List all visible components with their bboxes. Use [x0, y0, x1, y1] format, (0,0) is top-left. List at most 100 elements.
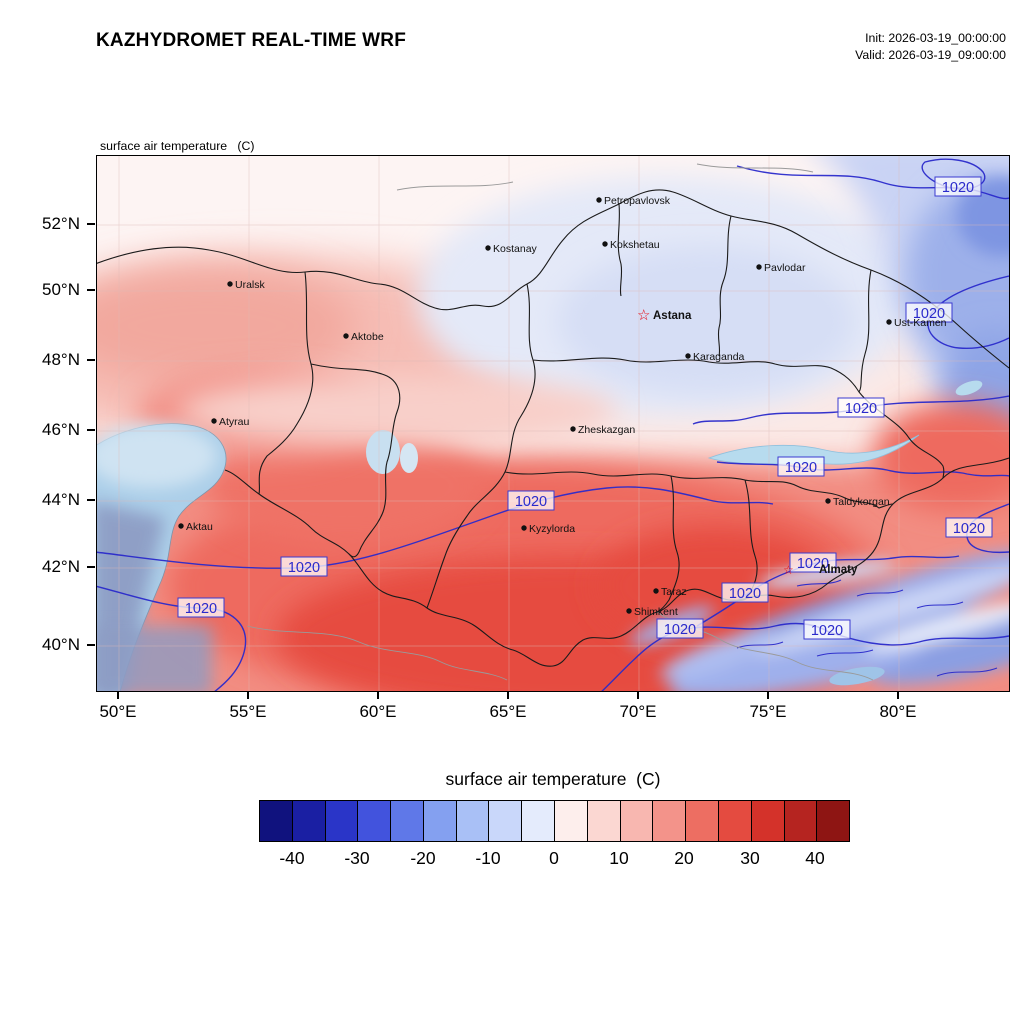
- lon-axis-label: 50°E: [99, 702, 137, 721]
- svg-text:1020: 1020: [845, 401, 877, 417]
- y-axis-tick: [87, 223, 95, 225]
- colorbar-cell: [489, 801, 523, 841]
- pressure-label: 1020: [789, 552, 837, 573]
- colorbar-cell: [260, 801, 293, 841]
- lat-axis-label: 40°N: [42, 635, 80, 654]
- lon-axis-label: 75°E: [749, 702, 787, 721]
- colorbar-cell: [358, 801, 392, 841]
- pressure-label: 1020: [837, 397, 885, 418]
- x-axis-tick: [767, 691, 769, 699]
- pressure-label: 1020: [934, 176, 982, 197]
- city-label: Aktobe: [351, 331, 384, 343]
- city-label: Aktau: [186, 521, 213, 533]
- pressure-label: 1020: [803, 619, 851, 640]
- map-canvas: 1020 1020 1020 1020 1020 1020 1020 1020 …: [97, 156, 1009, 691]
- pressure-label: 1020: [280, 556, 328, 577]
- capital-star-icon: ☆: [637, 307, 650, 324]
- city-marker: Aktobe: [343, 331, 384, 343]
- colorbar-cell: [784, 801, 818, 841]
- colorbar-cell: [325, 801, 359, 841]
- city-marker: Pavlodar: [756, 262, 806, 274]
- svg-text:1020: 1020: [942, 180, 974, 196]
- y-axis-tick: [87, 566, 95, 568]
- pressure-label: 1020: [177, 597, 225, 618]
- svg-text:1020: 1020: [515, 494, 547, 510]
- colorbar-cell: [391, 801, 424, 841]
- y-axis-tick: [87, 289, 95, 291]
- foreign-borders: [246, 163, 874, 681]
- lon-axis-label: 80°E: [879, 702, 917, 721]
- svg-text:1020: 1020: [288, 560, 320, 576]
- pressure-label: 1020: [507, 490, 555, 511]
- y-axis-tick: [87, 499, 95, 501]
- city-marker: Karaganda: [685, 351, 745, 363]
- colorbar-cell: [587, 801, 621, 841]
- city-marker: Shimkent: [626, 606, 678, 618]
- lon-axis-label: 70°E: [619, 702, 657, 721]
- x-axis-tick: [637, 691, 639, 699]
- colorbar-cell: [522, 801, 556, 841]
- pressure-label: 1020: [905, 302, 953, 323]
- city-label: Kyzylorda: [529, 523, 575, 535]
- region-borders: [97, 189, 1009, 667]
- city-label: Pavlodar: [764, 262, 806, 274]
- page-title: KAZHYDROMET REAL-TIME WRF: [96, 30, 407, 51]
- lat-axis-label: 44°N: [42, 490, 80, 509]
- city-label: Almaty: [819, 564, 858, 576]
- water-bodies: [97, 380, 983, 691]
- legend-tick-label: -30: [344, 848, 370, 868]
- city-label: Taraz: [661, 586, 687, 598]
- pressure-label: 1020: [656, 618, 704, 639]
- colorbar-cell: [456, 801, 490, 841]
- lat-axis-label: 50°N: [42, 280, 80, 299]
- city-marker: Atyrau: [211, 416, 250, 428]
- lake-zaysan: [955, 380, 983, 396]
- colorbar-cell: [555, 801, 588, 841]
- city-marker: Ust-Kamen: [886, 317, 947, 329]
- colorbar-cell: [751, 801, 785, 841]
- city-label: Atyrau: [219, 416, 250, 428]
- legend-tick-label: -20: [410, 848, 436, 868]
- svg-text:1020: 1020: [185, 601, 217, 617]
- city-marker: Uralsk: [227, 279, 266, 291]
- city-marker: Aktau: [178, 521, 213, 533]
- pressure-label: 1020: [721, 582, 769, 603]
- pressure-label: 1020: [777, 456, 825, 477]
- y-axis-tick: [87, 644, 95, 646]
- lon-axis-label: 55°E: [229, 702, 267, 721]
- city-marker: Kokshetau: [602, 239, 660, 251]
- aral-sea: [366, 430, 400, 474]
- svg-text:1020: 1020: [797, 556, 829, 572]
- svg-text:1020: 1020: [913, 306, 945, 322]
- pressure-label: 1020: [945, 517, 993, 538]
- lat-axis-label: 52°N: [42, 214, 80, 233]
- colorbar-cell: [653, 801, 687, 841]
- x-axis-tick: [377, 691, 379, 699]
- legend-tick-label: -10: [475, 848, 501, 868]
- init-timestamp: Init: 2026-03-19_00:00:00: [865, 31, 1006, 45]
- city-label: Petropavlovsk: [604, 195, 671, 207]
- svg-text:1020: 1020: [729, 586, 761, 602]
- lon-axis-label: 60°E: [359, 702, 397, 721]
- x-axis-tick: [507, 691, 509, 699]
- legend-tick-label: 0: [549, 848, 559, 868]
- svg-text:1020: 1020: [664, 622, 696, 638]
- valid-timestamp: Valid: 2026-03-19_09:00:00: [855, 48, 1006, 63]
- y-axis-tick: [87, 359, 95, 361]
- city-label: Shimkent: [634, 606, 678, 618]
- city-markers: Petropavlovsk Kostanay Kokshetau Pavloda…: [178, 195, 947, 618]
- almaty-marker: ☆ Almaty: [783, 563, 858, 577]
- city-marker: Taldykorgan: [825, 496, 890, 508]
- colorbar-cell: [620, 801, 654, 841]
- colorbar-cell: [423, 801, 457, 841]
- city-label: Taldykorgan: [833, 496, 890, 508]
- pressure-labels: 1020 1020 1020 1020 1020 1020 1020 1020 …: [177, 176, 993, 640]
- city-marker: Kyzylorda: [521, 523, 575, 535]
- colorbar-cell: [718, 801, 752, 841]
- city-label: Zheskazgan: [578, 424, 635, 436]
- city-label: Kostanay: [493, 243, 538, 255]
- y-axis-tick: [87, 429, 95, 431]
- lake-issyk-kul: [829, 666, 885, 686]
- city-label: Astana: [653, 310, 692, 322]
